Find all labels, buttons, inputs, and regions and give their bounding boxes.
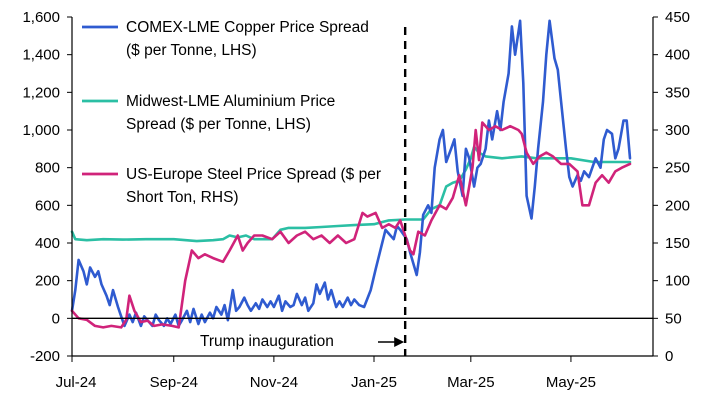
right-tick-label: 350 xyxy=(665,84,690,101)
inauguration-annotation: Trump inauguration xyxy=(196,27,407,356)
series-line-steel xyxy=(70,121,632,329)
right-tick-label: 50 xyxy=(665,310,682,327)
legend-label-aluminium: Midwest-LME Aluminium Price Spread ($ per… xyxy=(126,93,335,133)
annotation-label: Trump inauguration xyxy=(200,333,334,350)
legend: COMEX-LME Copper Price Spread ($ per Tonn… xyxy=(82,19,381,206)
x-tick-label: May-25 xyxy=(546,374,596,391)
left-tick-label: 1,000 xyxy=(22,122,60,139)
left-tick-label: 0 xyxy=(52,310,60,327)
left-tick-label: 200 xyxy=(35,273,60,290)
annotation-label-bg xyxy=(196,330,374,350)
right-tick-label: 300 xyxy=(665,122,690,139)
left-tick-label: 800 xyxy=(35,160,60,177)
right-tick-label: 100 xyxy=(665,273,690,290)
left-tick-label: -200 xyxy=(30,348,60,365)
right-tick-label: 400 xyxy=(665,47,690,64)
left-tick-label: 1,400 xyxy=(22,47,60,64)
series-line-aluminium xyxy=(70,145,632,243)
left-tick-label: 600 xyxy=(35,197,60,214)
annotation-arrowhead xyxy=(394,337,405,347)
right-tick-label: 450 xyxy=(665,9,690,26)
legend-label-copper: COMEX-LME Copper Price Spread ($ per Tonn… xyxy=(126,19,369,59)
x-tick-label: Mar-25 xyxy=(447,374,495,391)
x-tick-label: Jan-25 xyxy=(351,374,397,391)
x-tick-label: Nov-24 xyxy=(250,374,298,391)
right-tick-label: 250 xyxy=(665,160,690,177)
axes: -200 0 200 400 600 800 1,000 1,200 1,400 1,600 0 50… xyxy=(22,9,690,391)
x-tick-label: Sep-24 xyxy=(150,374,198,391)
left-tick-label: 1,600 xyxy=(22,9,60,26)
right-tick-label: 150 xyxy=(665,235,690,252)
right-tick-label: 200 xyxy=(665,197,690,214)
series-lines xyxy=(70,19,632,329)
left-tick-label: 1,200 xyxy=(22,84,60,101)
left-tick-label: 400 xyxy=(35,235,60,252)
x-tick-label: Jul-24 xyxy=(56,374,97,391)
right-tick-label: 0 xyxy=(665,348,673,365)
legend-label-steel: US-Europe Steel Price Spread ($ per Short… xyxy=(126,166,381,206)
